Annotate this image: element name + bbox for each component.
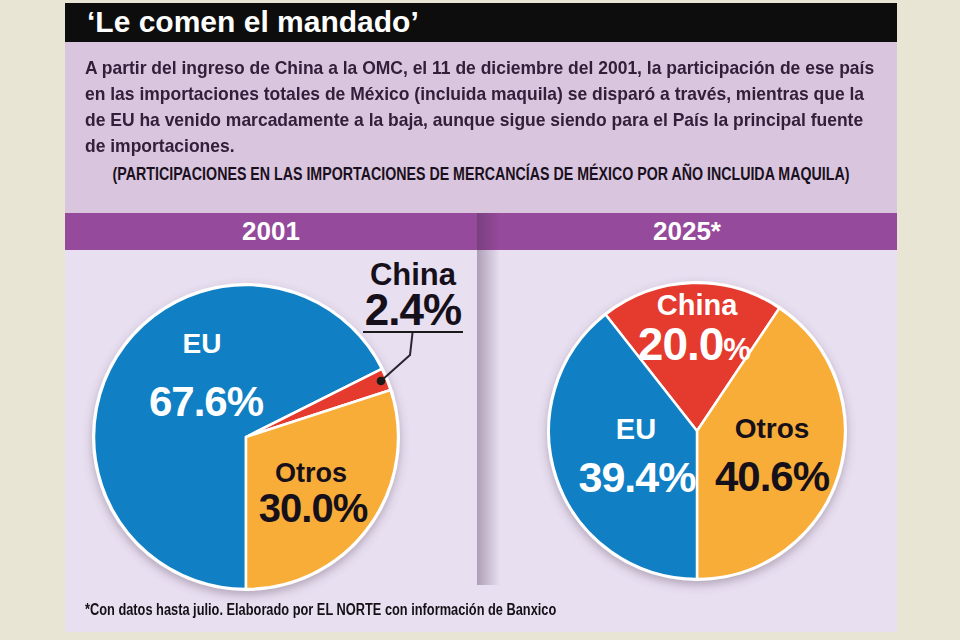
chart-subtitle: (PARTICIPACIONES EN LAS IMPORTACIONES DE…	[113, 164, 850, 185]
intro-box: A partir del ingreso de China a la OMC, …	[65, 42, 897, 213]
label-2001-otros-name: Otros	[275, 458, 347, 489]
infographic-page: { "title": "\u2018Le comen el mandado\u2…	[0, 0, 960, 640]
label-2001-eu-value: 67.6%	[149, 378, 263, 426]
label-2025-eu-name: EU	[616, 413, 656, 446]
label-2001-otros-value: 30.0%	[259, 486, 367, 531]
header-2025: 2025*	[477, 213, 897, 250]
year-2001-label: 2001	[242, 216, 300, 246]
title-bar: ‘Le comen el mandado’	[65, 3, 897, 42]
page-title: ‘Le comen el mandado’	[65, 3, 897, 41]
label-2025-china-value: 20.0%	[638, 317, 750, 371]
label-2001-china-value: 2.4%	[363, 290, 463, 329]
year-2025-label: 2025*	[653, 216, 721, 246]
footnote: *Con datos hasta julio. Elaborado por EL…	[85, 601, 556, 619]
china-callout: China 2.4%	[363, 260, 463, 333]
intro-paragraph: A partir del ingreso de China a la OMC, …	[85, 55, 913, 159]
header-2001: 2001	[65, 213, 477, 250]
label-2025-otros-name: Otros	[735, 413, 810, 445]
label-2001-eu-name: EU	[183, 328, 222, 360]
label-2025-otros-value: 40.6%	[715, 453, 829, 501]
panel-divider-shadow	[477, 213, 500, 585]
label-2025-eu-value: 39.4%	[579, 453, 696, 502]
